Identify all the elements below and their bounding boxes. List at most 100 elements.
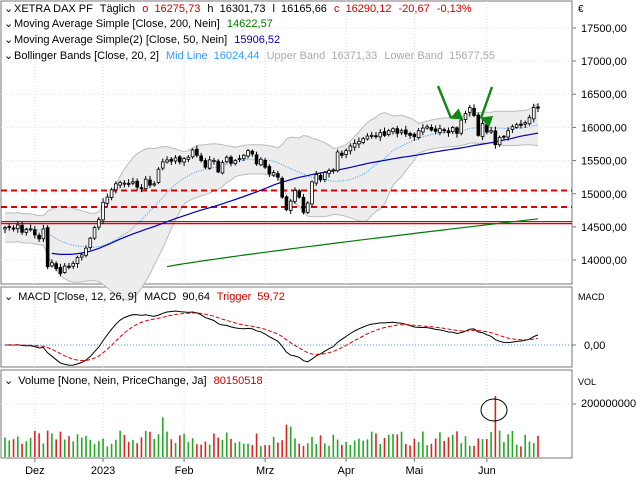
expand-icon[interactable]: ⌄	[4, 3, 13, 15]
candle-body	[476, 114, 481, 136]
change-value: -20,67	[399, 3, 430, 15]
volume-bar	[29, 437, 32, 457]
volume-bar	[524, 434, 527, 457]
expand-icon[interactable]: ⌄	[4, 18, 13, 30]
candle-body	[182, 158, 186, 163]
volume-bar	[468, 445, 471, 457]
volume-bar	[204, 441, 207, 457]
candle-body	[284, 196, 289, 211]
volume-bar	[123, 434, 126, 457]
volume-bar	[405, 444, 407, 457]
volume-bar	[515, 444, 518, 457]
expand-icon[interactable]: ⌄	[4, 50, 13, 62]
candle-body	[259, 158, 263, 166]
volume-bar	[242, 443, 245, 457]
period: Täglich	[100, 3, 135, 15]
candle-body	[323, 172, 327, 180]
volume-bar	[59, 431, 62, 457]
candle-body	[3, 227, 7, 230]
volume-bar	[328, 445, 330, 457]
candle-body	[169, 158, 174, 162]
candle-body	[67, 265, 71, 268]
volume-bar	[136, 443, 138, 457]
candle-body	[165, 159, 169, 163]
volume-bar	[409, 445, 411, 457]
candle-body	[442, 129, 446, 132]
candle-body	[71, 263, 76, 267]
volume-bar	[422, 431, 424, 457]
volume-bar	[119, 430, 121, 457]
volume-bar	[110, 443, 113, 457]
volume-bar	[213, 433, 215, 457]
candle-body	[327, 170, 331, 174]
candle-body	[271, 172, 276, 176]
expand-icon[interactable]: ⌄	[4, 291, 13, 303]
price-tick-label: 14000,00	[581, 255, 627, 267]
volume-axis-tick: 200000000	[581, 398, 636, 410]
volume-bar	[200, 444, 202, 457]
candle-body	[382, 131, 387, 136]
price-tick-label: 15500,00	[581, 156, 627, 168]
volume-bar	[98, 441, 100, 457]
open-label: o	[142, 3, 148, 15]
volume-bar	[490, 431, 492, 457]
time-tick-label: 2023	[91, 465, 115, 477]
volume-bar	[349, 444, 352, 457]
volume-bar	[247, 443, 249, 457]
candle-body	[152, 183, 157, 186]
candle-body	[399, 130, 404, 134]
candle-body	[131, 181, 135, 184]
candle-body	[391, 128, 395, 133]
candles	[3, 103, 540, 277]
trigger-line	[5, 312, 539, 362]
volume-bar	[191, 438, 194, 457]
candle-body	[216, 160, 220, 173]
candle-body	[318, 174, 323, 181]
volume-bars	[4, 396, 539, 457]
volume-bar	[4, 437, 6, 457]
volume-bar	[289, 426, 292, 457]
annotation-arrow-1	[436, 85, 464, 120]
volume-bar	[230, 438, 232, 457]
volume-panel-label: Volume [None, Nein, PriceChange, Ja]	[18, 375, 206, 387]
candle-body	[408, 132, 412, 136]
volume-bar	[379, 444, 382, 457]
volume-bar	[520, 446, 522, 457]
volume-bar	[511, 430, 514, 457]
close-label: c	[334, 3, 340, 15]
candle-body	[288, 200, 293, 211]
volume-bar	[375, 433, 377, 457]
volume-bar	[477, 438, 480, 457]
svg-text:XETRA DAX PF Täglich: XETRA DAX PF Täglich o 16275,73 h 16301,…	[14, 3, 472, 15]
candle-body	[497, 136, 502, 146]
volume-value: 80150518	[214, 375, 263, 387]
price-header: ⌄ XETRA DAX PF Täglich o 16275,73 h 1630…	[4, 3, 495, 62]
volume-bar	[464, 436, 467, 457]
volume-bar	[217, 437, 219, 457]
volume-bar	[306, 443, 309, 457]
volume-bar	[85, 435, 87, 457]
volume-bar	[127, 441, 130, 457]
volume-bar	[481, 439, 484, 457]
volume-bar	[498, 430, 501, 457]
expand-icon[interactable]: ⌄	[4, 34, 13, 46]
expand-icon[interactable]: ⌄	[4, 375, 13, 387]
volume-bar	[426, 445, 428, 457]
candle-body	[502, 135, 506, 138]
instrument-title: XETRA DAX PF	[14, 3, 93, 15]
volume-bar	[396, 434, 399, 457]
volume-bar	[332, 434, 335, 457]
candle-body	[344, 150, 348, 156]
candle-body	[84, 247, 88, 256]
ma50-line	[51, 132, 539, 255]
volume-bar	[473, 445, 475, 457]
change-pct: -0,13%	[437, 3, 472, 15]
candle-body	[11, 227, 16, 230]
candle-body	[357, 140, 361, 145]
candle-body	[463, 113, 468, 120]
volume-bar	[72, 441, 75, 457]
volume-bar	[443, 440, 445, 457]
price-tick-label: 17000,00	[581, 56, 627, 68]
svg-text:Moving Average Simple(2) [Clos: Moving Average Simple(2) [Close, 50, Nei…	[14, 34, 280, 46]
volume-bar	[260, 446, 262, 457]
